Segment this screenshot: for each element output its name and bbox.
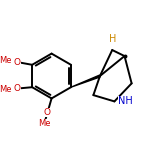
Text: Me: Me [38,119,51,128]
Text: O: O [14,84,21,93]
Text: H: H [109,34,116,44]
Text: Me: Me [0,85,12,94]
Text: O: O [14,58,21,67]
Text: NH: NH [118,96,133,106]
Text: Me: Me [0,55,12,64]
Text: O: O [44,108,51,117]
Polygon shape [71,75,100,87]
